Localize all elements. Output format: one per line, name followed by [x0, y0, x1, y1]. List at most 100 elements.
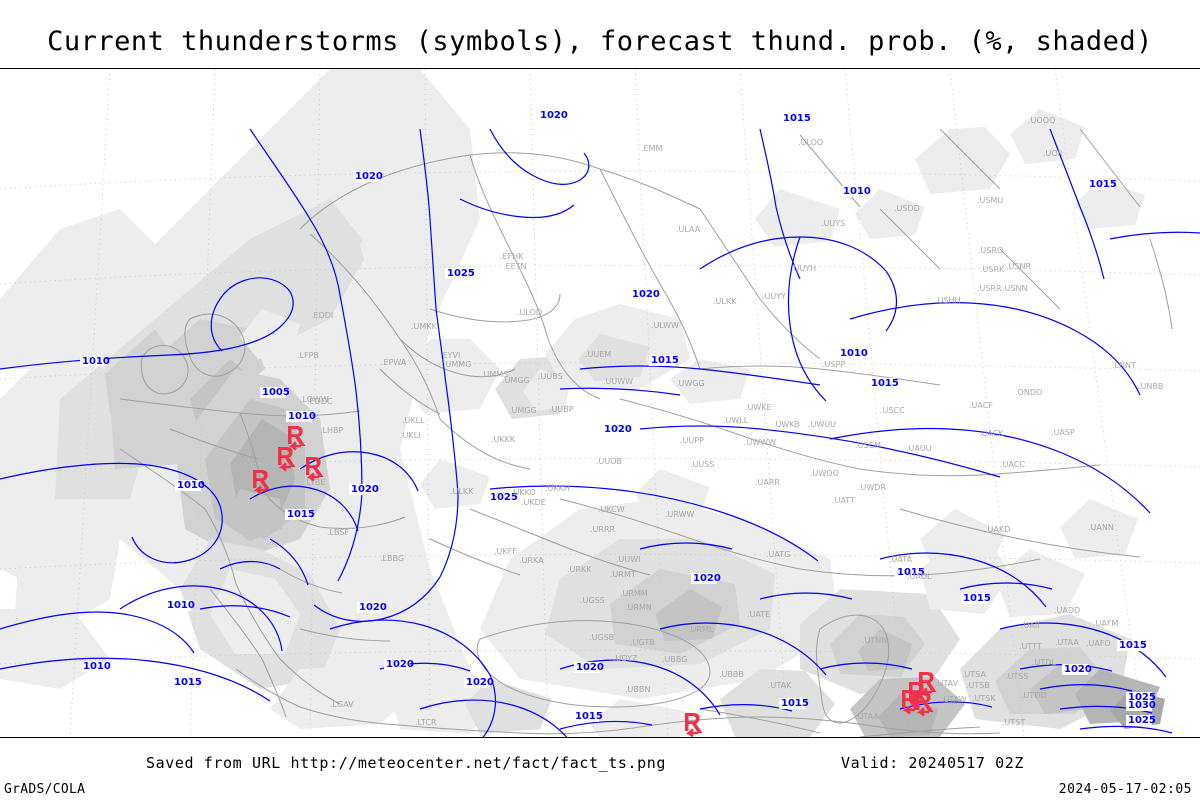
- station-label: .UUYS: [821, 219, 845, 228]
- station-label: .LYBE: [304, 478, 325, 487]
- isobar-label: 1020: [384, 659, 414, 670]
- station-label: .LFPB: [297, 351, 319, 360]
- station-label: .UWDR: [858, 483, 886, 492]
- station-label: .UAOL: [907, 572, 932, 581]
- station-label: .UWOO: [810, 469, 839, 478]
- station-label: .UWGG: [676, 379, 705, 388]
- station-label: .LHBP: [320, 426, 344, 435]
- station-label: .UTSB: [966, 681, 990, 690]
- svg-text:1020: 1020: [604, 424, 632, 435]
- station-label: .UTTT: [1019, 642, 1042, 651]
- station-label: .UWKB: [773, 420, 800, 429]
- isobar-label: 1015: [895, 567, 925, 578]
- isobar-label: 1015: [1087, 179, 1117, 190]
- station-label: .UARR: [755, 478, 780, 487]
- isobar-label: 1015: [649, 355, 679, 366]
- station-label: .UMGG: [502, 376, 530, 385]
- svg-text:1010: 1010: [177, 480, 205, 491]
- station-label: .UKFF: [494, 547, 517, 556]
- isobar-label: 1015: [285, 509, 315, 520]
- isobar-layer: [0, 128, 1200, 737]
- station-label: .UGTB: [630, 638, 655, 647]
- station-label: .UTAK: [768, 681, 792, 690]
- svg-text:1020: 1020: [386, 659, 414, 670]
- svg-text:1015: 1015: [871, 378, 899, 389]
- station-label: .ULOO: [798, 138, 823, 147]
- station-label: .UWWW: [744, 438, 776, 447]
- isobar-label: 1015: [172, 677, 202, 688]
- station-label: .URMM: [620, 589, 648, 598]
- thunderstorm-R-symbol: [288, 426, 306, 451]
- isobar-label: 1010: [81, 661, 111, 672]
- station-label: .UUPP: [680, 436, 704, 445]
- station-label: .UAII: [1021, 621, 1040, 630]
- valid-time: Valid: 20240517 02Z: [841, 754, 1024, 772]
- station-label: .UWUU: [808, 420, 836, 429]
- isobar-label: 1015: [573, 711, 603, 722]
- page-title: Current thunderstorms (symbols), forecas…: [47, 26, 1153, 57]
- station-label: .EFHK: [500, 252, 524, 261]
- isobar-label: 1020: [630, 289, 660, 300]
- map-canvas[interactable]: 1010 1020 1020 1025 1020 1015 1010 1015 1015 1010…: [0, 69, 1200, 737]
- station-label: .UATG: [766, 550, 790, 559]
- isobar-label: 1020: [691, 573, 721, 584]
- station-label: .EPWA: [381, 358, 407, 367]
- isobar-label: 1015: [869, 378, 899, 389]
- svg-text:1020: 1020: [359, 602, 387, 613]
- thunderstorm-R-symbol: [278, 447, 296, 472]
- station-label: .ULOO: [517, 308, 542, 317]
- isobar-label: 1020: [602, 424, 632, 435]
- isobar-label: 1010: [286, 411, 316, 422]
- station-label: .UOII: [1043, 149, 1062, 158]
- station-label: .USHH: [935, 296, 961, 305]
- station-label: .UUBS: [538, 372, 563, 381]
- station-label: .USNN: [1002, 284, 1027, 293]
- station-label: .URRR: [590, 525, 616, 534]
- station-label: .UBBG: [662, 655, 687, 664]
- station-label: .UUWI: [616, 555, 641, 564]
- svg-text:1015: 1015: [575, 711, 603, 722]
- isobar-label: 1020: [538, 110, 568, 121]
- svg-text:1010: 1010: [167, 600, 195, 611]
- probability-shading-layer: [0, 69, 1165, 737]
- isobar-labels: 1010 1020 1020 1025 1020 1015 1010 1015 1015 1010…: [80, 110, 1156, 726]
- svg-text:1015: 1015: [1089, 179, 1117, 190]
- svg-text:1015: 1015: [651, 355, 679, 366]
- station-label: .UUYH: [791, 264, 816, 273]
- thunderstorm-R-symbol: [902, 690, 920, 715]
- station-label: .UUYY: [762, 292, 786, 301]
- isobar-label: 1020: [1062, 664, 1092, 675]
- station-label: .URMN: [625, 603, 652, 612]
- isobar-label: 1010: [841, 186, 871, 197]
- station-label: .UATA: [889, 555, 913, 564]
- station-label: .UKCW: [598, 505, 625, 514]
- svg-text:1015: 1015: [781, 698, 809, 709]
- station-label: .UACF: [969, 401, 993, 410]
- isobar-label: 1015: [781, 113, 811, 124]
- station-label: .UKKK: [491, 435, 516, 444]
- station-labels: .EMM .ULOO .UOII .UOOQ .ULAA .USDD .USMU .UUYS.…: [297, 116, 1163, 727]
- station-label: .USRO: [978, 246, 1003, 255]
- station-label: .EDDI: [311, 311, 333, 320]
- station-label: .UNBB: [1138, 382, 1163, 391]
- station-label: .UASP: [1051, 428, 1075, 437]
- station-label: .UTAA: [1055, 638, 1079, 647]
- station-label: .EDDC: [307, 397, 333, 406]
- map-panel[interactable]: 1010 1020 1020 1025 1020 1015 1010 1015 1015 1010…: [0, 68, 1200, 738]
- station-label: .UWLL: [723, 416, 749, 425]
- station-label: .UUSS: [690, 460, 714, 469]
- station-label: .USDD: [894, 204, 920, 213]
- svg-text:1025: 1025: [447, 268, 475, 279]
- station-label: .UATT: [832, 496, 855, 505]
- station-label: .EYVI: [440, 351, 460, 360]
- station-label: .UMMS: [481, 370, 508, 379]
- station-label: .UGSB: [589, 633, 614, 642]
- station-label: .UOOQ: [1028, 116, 1055, 125]
- station-label: .UKKH: [545, 484, 570, 493]
- station-label: .UAFM: [1093, 619, 1118, 628]
- isobar-label: 1025: [445, 268, 475, 279]
- isobar-label: 1010: [165, 600, 195, 611]
- latlon-grid: [0, 69, 1200, 737]
- thunderstorm-symbols: [253, 426, 937, 737]
- isobar-label: 1025: [488, 492, 518, 503]
